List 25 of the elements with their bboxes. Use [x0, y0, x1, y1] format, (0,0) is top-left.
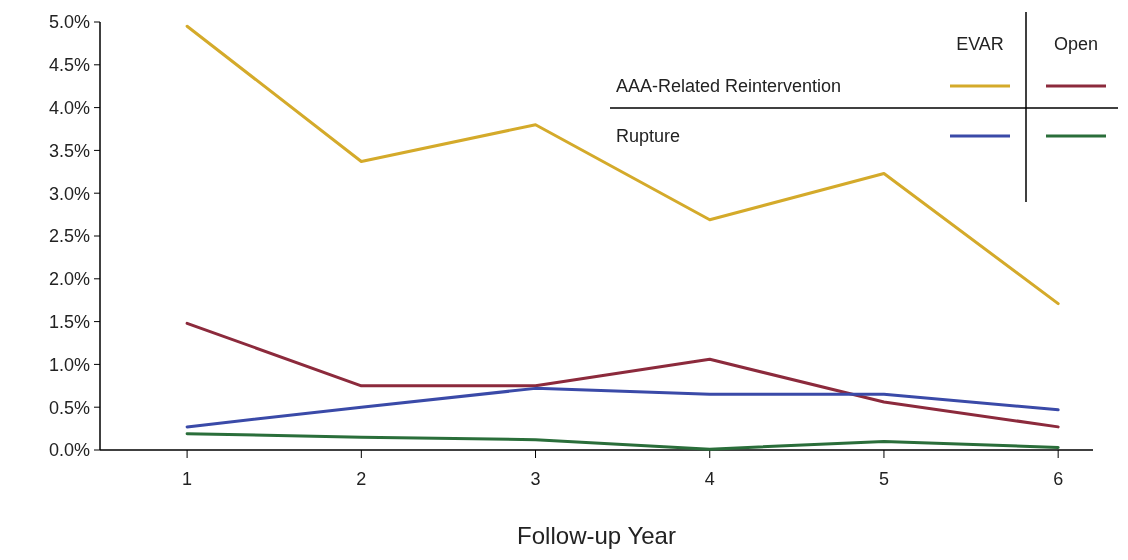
y-tick-label: 3.5%	[48, 140, 90, 161]
y-tick-label: 3.0%	[48, 183, 90, 204]
x-tick-label: 3	[530, 469, 541, 489]
y-tick-label: 0.0%	[48, 440, 90, 461]
y-tick-label: 4.0%	[48, 97, 90, 118]
annotation: Open	[1053, 34, 1099, 54]
y-tick-label: 1.0%	[48, 354, 90, 375]
x-tick-label: 1	[182, 469, 193, 489]
annotation: Rupture	[616, 126, 681, 146]
y-tick-label: 4.5%	[48, 55, 90, 76]
x-axis-title: Follow-up Year	[517, 522, 676, 549]
y-tick-label: 5.0%	[48, 12, 90, 33]
line-series	[185, 321, 1060, 429]
line-series	[185, 386, 1060, 429]
x-tick-label: 6	[1053, 469, 1064, 489]
y-tick-label: 2.0%	[48, 269, 90, 290]
x-tick-label: 4	[704, 469, 715, 489]
y-tick-label: 0.5%	[48, 397, 90, 418]
annotation: EVAR	[956, 34, 1004, 54]
annotation: AAA-Related Reintervention	[616, 76, 842, 96]
x-tick-label: 2	[356, 469, 367, 489]
y-tick-label: 2.5%	[48, 226, 90, 247]
y-tick-label: 1.5%	[48, 311, 90, 332]
x-tick-label: 5	[878, 469, 889, 489]
line-series	[185, 432, 1060, 451]
